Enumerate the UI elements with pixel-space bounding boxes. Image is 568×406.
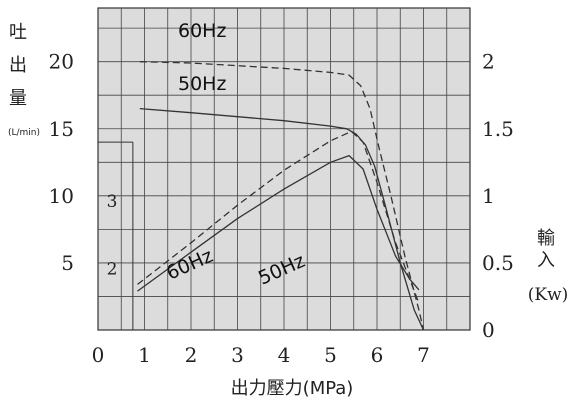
y-right-tick-label: 2: [482, 50, 495, 74]
x-tick-label: 2: [185, 343, 198, 367]
series-line-60Hz-power: [137, 130, 420, 304]
x-tick-label: 4: [278, 343, 291, 367]
series-line-50Hz-power: [137, 154, 420, 292]
y-right-tick-label: 1: [482, 184, 495, 208]
series-label-60hz-flow: 60Hz: [178, 20, 226, 42]
y-inner-tick-label: 2: [107, 259, 118, 279]
x-tick-label: 0: [92, 343, 105, 367]
x-tick-label: 7: [417, 343, 430, 367]
y-right-title-char: 入: [537, 250, 555, 271]
y-left-title-char: 量: [9, 88, 27, 109]
series-line-60Hz-flow: [139, 61, 425, 331]
x-tick-label: 6: [371, 343, 384, 367]
y-right-unit: (Kw): [528, 285, 568, 305]
y-left-tick-label: 10: [49, 184, 74, 208]
y-left-tick-label: 15: [49, 117, 74, 141]
y-left-title-char: 出: [9, 55, 27, 76]
y-inner-tick-label: 3: [107, 192, 118, 212]
y-left-tick-label: 5: [61, 251, 74, 275]
x-tick-label: 1: [138, 343, 151, 367]
y-right-tick-label: 0: [482, 318, 495, 342]
x-tick-label: 5: [324, 343, 337, 367]
y-right-tick-label: 0.5: [482, 251, 514, 275]
y-left-title-char: 吐: [9, 22, 27, 43]
x-tick-label: 3: [231, 343, 244, 367]
y-left-tick-label: 20: [49, 50, 74, 74]
series-label-50hz-flow: 50Hz: [178, 73, 226, 95]
y-right-title-char: 輸: [537, 228, 555, 249]
y-right-tick-label: 1.5: [482, 117, 514, 141]
x-axis-title: 出力壓力(MPa): [231, 378, 354, 399]
y-left-unit: (L/min): [8, 128, 40, 138]
